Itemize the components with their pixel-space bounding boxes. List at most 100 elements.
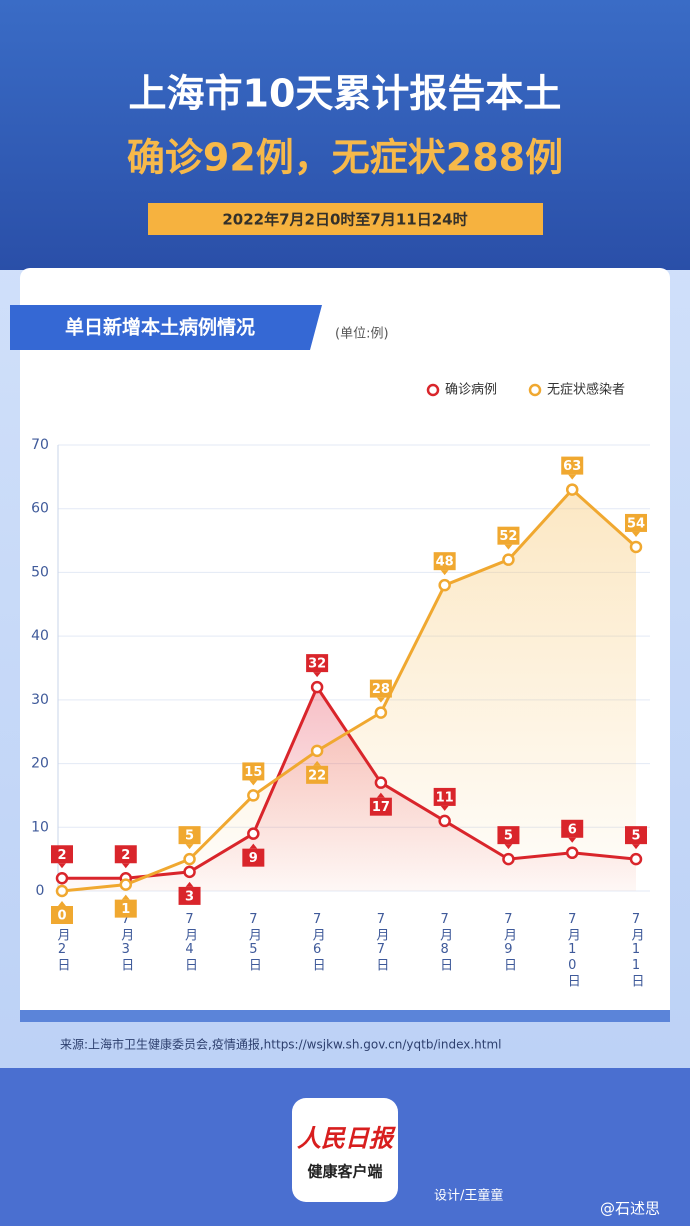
- source: 来源:上海市卫生健康委员会,疫情通报,https://wsjkw.sh.gov.…: [60, 1037, 502, 1052]
- point: [502, 852, 515, 866]
- x-tick-label: 7月3日: [118, 912, 133, 972]
- value-label-tip: [58, 863, 66, 869]
- value-label-tip: [313, 760, 322, 766]
- point: [438, 814, 451, 828]
- point: [374, 776, 388, 789]
- value-label-bg: [433, 552, 456, 571]
- y-tick-label: 40: [31, 628, 49, 644]
- x-tick-label: 7月6日: [310, 912, 326, 972]
- y-tick-label: 60: [31, 501, 49, 517]
- point: [629, 540, 643, 554]
- value-label-bg: [306, 765, 329, 784]
- value-label: 15: [244, 765, 262, 780]
- value-label: 5: [185, 829, 194, 844]
- point: [55, 872, 69, 885]
- value-label: 54: [627, 516, 645, 531]
- value-label-bg: [242, 762, 265, 781]
- value-label: 1: [121, 902, 130, 917]
- value-label-tip: [376, 697, 385, 703]
- value-label: 0: [57, 909, 66, 924]
- value-label-tip: [568, 837, 577, 843]
- point: [247, 827, 260, 840]
- value-label-bg: [497, 826, 520, 845]
- point: [565, 483, 579, 496]
- value-label: 3: [185, 889, 194, 904]
- logo: 人民日报: [297, 1124, 396, 1153]
- point: [310, 680, 324, 694]
- value-label-tip: [440, 570, 449, 576]
- value-label-tip: [568, 474, 577, 480]
- date-box: [148, 203, 543, 235]
- line: [61, 487, 638, 893]
- value-label: 48: [436, 555, 454, 570]
- header-title: 上海市10天累计报告本土: [129, 72, 562, 116]
- value-label-bg: [114, 899, 137, 918]
- value-label-bg: [306, 654, 329, 673]
- point: [310, 744, 324, 758]
- value-label-tip: [376, 792, 385, 798]
- chart-title-bg: [10, 305, 322, 350]
- legend-label: 无症状感染者: [547, 382, 625, 398]
- legend-marker: [528, 383, 542, 397]
- logo-box: [292, 1098, 398, 1202]
- logo-sub: 健康客户端: [307, 1163, 382, 1181]
- point: [119, 878, 133, 891]
- value-label-bg: [242, 848, 265, 867]
- value-label-tip: [121, 894, 130, 900]
- point: [183, 865, 196, 879]
- legend-marker: [426, 383, 440, 397]
- value-label: 11: [436, 790, 454, 805]
- area: [62, 489, 636, 891]
- date: 2022年7月2日0时至7月11日24时: [222, 211, 467, 229]
- value-label-tip: [185, 844, 194, 850]
- value-label: 32: [308, 657, 326, 672]
- point: [565, 846, 579, 860]
- value-label-bg: [178, 886, 201, 905]
- value-label: 52: [499, 529, 517, 544]
- y-tick-label: 30: [31, 692, 49, 708]
- x-tick-label: 7月9日: [501, 912, 517, 972]
- y-tick-label: 10: [31, 819, 49, 835]
- value-label-bg: [561, 819, 584, 838]
- card-edge: [20, 1010, 670, 1022]
- x-tick-label: 7月4日: [182, 912, 198, 972]
- x-tick-label: 7月7日: [373, 912, 389, 972]
- value-label-tip: [504, 544, 513, 550]
- value-label: 5: [631, 829, 640, 844]
- value-label-tip: [185, 881, 194, 887]
- point: [55, 884, 69, 898]
- area: [62, 687, 636, 891]
- value-label-tip: [249, 843, 258, 849]
- value-label-tip: [632, 844, 640, 850]
- y-tick-label: 0: [36, 883, 45, 899]
- value-label-bg: [114, 845, 137, 864]
- value-label: 2: [121, 848, 130, 863]
- unit: (单位:例): [335, 327, 389, 342]
- chart-title: 单日新增本土病例情况: [65, 316, 255, 339]
- point: [183, 852, 196, 866]
- value-label: 2: [57, 848, 66, 863]
- value-label-bg: [369, 679, 392, 698]
- header-subtitle: 确诊92例，无症状288例: [127, 136, 563, 180]
- value-label: 28: [372, 682, 390, 697]
- x-tick-label: 7月11日: [629, 912, 645, 988]
- watermark: @石述思: [600, 1200, 660, 1218]
- legend-label: 确诊病例: [445, 383, 497, 398]
- designer: 设计/王童童: [434, 1188, 503, 1204]
- value-label: 6: [568, 822, 577, 837]
- x-tick-label: 7月5日: [246, 912, 261, 972]
- y-tick-label: 20: [31, 756, 49, 772]
- point: [629, 852, 643, 866]
- value-label-bg: [51, 906, 73, 924]
- value-label-bg: [561, 456, 584, 475]
- y-tick-label: 50: [31, 564, 49, 580]
- value-label-tip: [58, 901, 66, 906]
- value-label-bg: [625, 513, 647, 532]
- value-label: 5: [504, 829, 513, 844]
- line: [62, 683, 637, 880]
- x-tick-label: 7月10日: [565, 912, 581, 988]
- y-tick-label: 70: [31, 437, 49, 453]
